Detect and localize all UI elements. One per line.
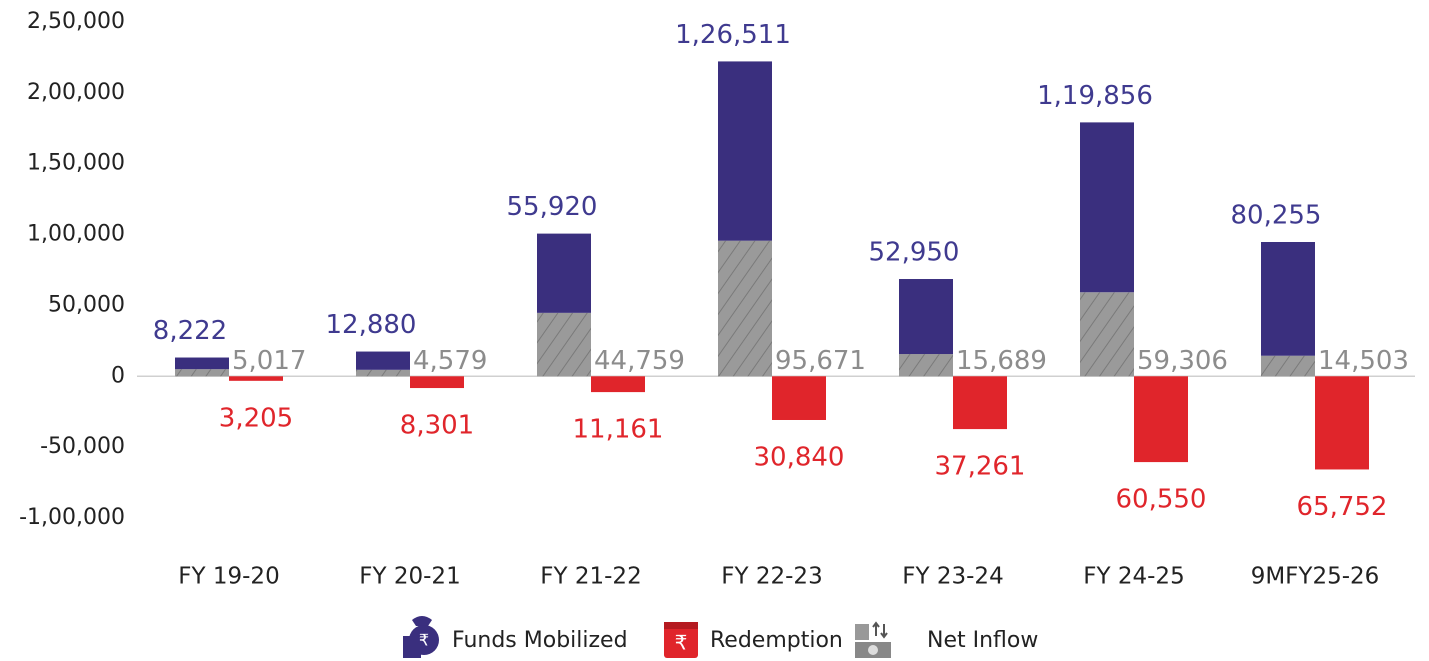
- data-label: 55,920: [507, 192, 598, 222]
- x-tick-label: FY 24-25: [1083, 564, 1184, 590]
- x-tick-label: FY 21-22: [540, 564, 641, 590]
- bar-segment: [1080, 292, 1134, 377]
- bar-segment: [899, 279, 953, 355]
- y-tick-label: 1,00,000: [27, 222, 125, 247]
- legend-label: Redemption: [710, 628, 843, 653]
- y-tick-label: 2,50,000: [27, 9, 125, 34]
- legend-label: Net Inflow: [927, 628, 1038, 653]
- data-label: 1,26,511: [675, 20, 791, 50]
- bar: [591, 376, 645, 393]
- data-label: 4,579: [413, 346, 487, 376]
- data-label: 37,261: [935, 452, 1026, 482]
- bar-segment: [899, 354, 953, 377]
- bar-segment: [175, 357, 229, 370]
- data-label: 3,205: [219, 403, 293, 433]
- bar-segment: [175, 369, 229, 377]
- bar-segment: [1080, 122, 1134, 293]
- x-tick-label: FY 19-20: [178, 564, 279, 590]
- data-label: 5,017: [232, 346, 306, 376]
- data-label: 30,840: [754, 442, 845, 472]
- legend-icon-funds: ₹: [403, 616, 439, 658]
- bar-segment: [1261, 355, 1315, 377]
- data-label: 8,301: [400, 411, 474, 441]
- y-tick-label: -50,000: [40, 434, 125, 459]
- bar-segment: [537, 233, 591, 313]
- bar: [1134, 376, 1188, 463]
- bar-segment: [1261, 242, 1315, 356]
- bar-segment: [718, 240, 772, 377]
- data-label: 65,752: [1297, 492, 1388, 522]
- data-label: 14,503: [1318, 346, 1409, 376]
- data-label: 11,161: [573, 415, 664, 445]
- legend-icon-net: [855, 621, 891, 658]
- y-tick-label: 2,00,000: [27, 80, 125, 105]
- legend-icon-redemption: ₹: [664, 622, 698, 658]
- y-tick-label: 0: [111, 363, 125, 388]
- legend: ₹ Funds Mobilized ₹ Redemption Net Inflo…: [403, 616, 1038, 658]
- bar: [1315, 376, 1369, 470]
- legend-label: Funds Mobilized: [452, 628, 628, 653]
- data-label: 95,671: [775, 346, 866, 376]
- data-label: 8,222: [153, 316, 227, 346]
- data-label: 59,306: [1137, 346, 1228, 376]
- data-label: 80,255: [1231, 201, 1322, 231]
- x-tick-label: 9MFY25-26: [1251, 564, 1380, 590]
- y-tick-label: 50,000: [48, 292, 125, 317]
- x-tick-label: FY 23-24: [902, 564, 1003, 590]
- data-label: 12,880: [326, 310, 417, 340]
- data-label: 60,550: [1116, 485, 1207, 515]
- bar: [410, 376, 464, 389]
- data-label: 44,759: [594, 346, 685, 376]
- bar-segment: [356, 369, 410, 377]
- bar: [772, 376, 826, 420]
- data-label: 15,689: [956, 346, 1047, 376]
- data-label: 1,19,856: [1037, 81, 1153, 111]
- x-tick-label: FY 20-21: [359, 564, 460, 590]
- x-tick-label: FY 22-23: [721, 564, 822, 590]
- data-label: 52,950: [869, 238, 960, 268]
- bar-segment: [718, 61, 772, 241]
- bar: [229, 376, 283, 381]
- svg-text:₹: ₹: [675, 631, 688, 655]
- y-tick-label: 1,50,000: [27, 151, 125, 176]
- svg-text:₹: ₹: [419, 631, 429, 650]
- y-tick-label: -1,00,000: [19, 505, 125, 530]
- bar: [953, 376, 1007, 430]
- bar-segment: [356, 351, 410, 370]
- bar-segment: [537, 312, 591, 377]
